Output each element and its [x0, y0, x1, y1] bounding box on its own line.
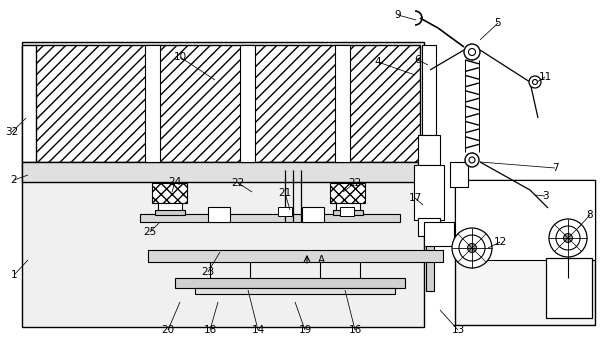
Bar — [278, 207, 292, 216]
Circle shape — [468, 49, 476, 55]
Bar — [302, 207, 324, 222]
Bar — [424, 222, 454, 246]
Text: 18: 18 — [203, 325, 217, 335]
Bar — [335, 45, 350, 162]
Text: 9: 9 — [395, 10, 401, 20]
Text: 22: 22 — [231, 178, 245, 188]
Text: 1: 1 — [11, 270, 17, 280]
Text: 23: 23 — [201, 267, 215, 277]
Bar — [35, 45, 420, 162]
Text: 24: 24 — [168, 177, 182, 187]
Bar — [240, 45, 255, 162]
Bar — [22, 42, 424, 327]
Bar — [148, 250, 443, 262]
Text: A: A — [318, 255, 325, 265]
Bar — [455, 180, 595, 325]
Text: 25: 25 — [143, 227, 157, 237]
Text: 14: 14 — [251, 325, 265, 335]
Text: 13: 13 — [451, 325, 465, 335]
Bar — [340, 207, 354, 216]
Text: 21: 21 — [278, 188, 292, 198]
Circle shape — [459, 235, 485, 261]
Text: 7: 7 — [551, 163, 558, 173]
Bar — [22, 45, 36, 162]
Bar — [426, 236, 434, 291]
Circle shape — [469, 157, 475, 163]
Text: 6: 6 — [415, 55, 422, 65]
Text: 22: 22 — [348, 178, 362, 188]
Bar — [140, 214, 400, 222]
Circle shape — [464, 44, 480, 60]
Circle shape — [564, 234, 573, 243]
Bar — [336, 203, 360, 211]
Circle shape — [465, 153, 479, 167]
Bar — [422, 45, 436, 135]
Text: 32: 32 — [5, 127, 19, 137]
Bar — [158, 203, 182, 211]
Text: 5: 5 — [495, 18, 501, 28]
Bar — [195, 288, 395, 294]
Bar — [546, 258, 592, 318]
Circle shape — [533, 79, 537, 85]
Bar — [208, 207, 230, 222]
Circle shape — [467, 244, 476, 252]
Text: 4: 4 — [375, 57, 381, 67]
Bar — [155, 210, 185, 215]
Bar — [152, 183, 187, 203]
Bar — [455, 180, 595, 260]
Text: 2: 2 — [11, 175, 17, 185]
Circle shape — [529, 76, 541, 88]
Text: 12: 12 — [493, 237, 507, 247]
Text: 11: 11 — [539, 72, 551, 82]
Text: 17: 17 — [408, 193, 422, 203]
Text: 3: 3 — [542, 191, 548, 201]
Bar — [175, 278, 405, 288]
Bar — [418, 135, 440, 165]
Bar — [333, 210, 363, 215]
Bar — [450, 162, 468, 187]
Circle shape — [556, 226, 580, 250]
Bar — [330, 183, 365, 203]
Bar — [414, 165, 444, 220]
Bar — [145, 45, 160, 162]
Text: 19: 19 — [298, 325, 312, 335]
Text: 10: 10 — [173, 52, 187, 62]
Text: 8: 8 — [587, 210, 594, 220]
Text: 16: 16 — [348, 325, 362, 335]
Text: 20: 20 — [162, 325, 174, 335]
Bar — [418, 218, 440, 236]
Bar — [22, 162, 424, 182]
Circle shape — [549, 219, 587, 257]
Circle shape — [452, 228, 492, 268]
